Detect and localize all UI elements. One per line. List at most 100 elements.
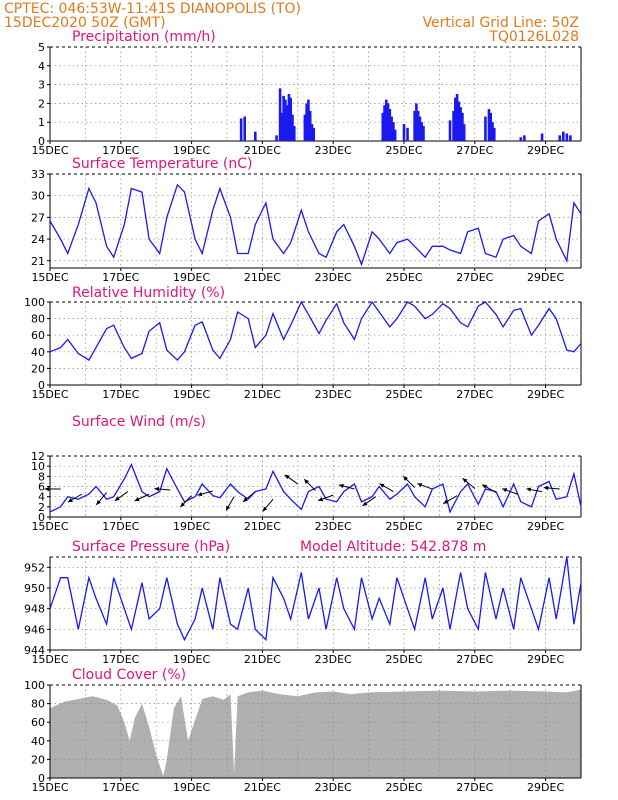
pres-ytick-label: 950	[24, 582, 45, 595]
precip-bar	[402, 124, 406, 141]
wind-vector-head	[502, 488, 508, 493]
panel-temperature: Surface Temperature (nC) 21 24 27 30 33 15DEC…	[31, 156, 582, 284]
wind-vector-head	[543, 485, 549, 491]
precip-bar	[392, 122, 395, 141]
pres-xtick-label: 19DEC	[173, 653, 210, 666]
precip-bar	[418, 116, 422, 141]
precip-xtick-label: 15DEC	[31, 144, 68, 157]
precip-xtick-label: 19DEC	[173, 144, 210, 157]
precip-bar	[388, 109, 392, 141]
wind-vector	[338, 483, 355, 490]
precip-ytick-label: 5	[38, 41, 45, 54]
precip-bar	[289, 97, 293, 141]
precip-xtick-label: 23DEC	[315, 144, 352, 157]
cloud-ytick-label: 0	[38, 772, 45, 785]
temp-xtick-label: 21DEC	[244, 271, 281, 284]
precip-bar	[448, 120, 452, 141]
precip-bar	[292, 125, 296, 141]
precip-bar	[406, 127, 409, 141]
wind-xtick-label: 21DEC	[244, 520, 281, 533]
wind-vector-head	[379, 483, 385, 488]
pres-xtick-label: 23DEC	[315, 653, 352, 666]
precip-bar	[416, 110, 420, 141]
precip-bar	[413, 110, 416, 141]
pres-xtick-label: 29DEC	[527, 653, 564, 666]
temp-xtick-label: 27DEC	[456, 271, 493, 284]
wind-vector-head	[526, 487, 532, 492]
pres-xtick-label: 21DEC	[244, 653, 281, 666]
precip-bar	[243, 116, 246, 141]
wind-xtick-label: 25DEC	[385, 520, 422, 533]
wind-ytick-label: 10	[31, 460, 45, 473]
wind-vector	[154, 486, 171, 492]
pres-xtick-label: 17DEC	[102, 653, 139, 666]
precip-xtick-label: 25DEC	[385, 144, 422, 157]
precip-bar	[305, 103, 308, 141]
precip-bar	[415, 103, 418, 141]
product-code: TQ0126L028	[488, 29, 579, 45]
temp-ytick-label: 24	[31, 233, 45, 246]
rh-xtick-label: 21DEC	[244, 388, 281, 401]
wind-vector	[526, 487, 543, 493]
wind-vector-head	[180, 502, 186, 507]
pres-ytick-label: 952	[24, 561, 45, 574]
wind-vector-head	[462, 478, 468, 483]
wind-vector	[67, 493, 83, 503]
precip-bar	[459, 107, 462, 141]
wind-xtick-label: 19DEC	[173, 520, 210, 533]
cloud-xtick-label: 17DEC	[102, 781, 139, 794]
wind-vector-head	[443, 499, 449, 504]
wind-vector-head	[197, 491, 203, 497]
temp-ytick-label: 30	[31, 190, 45, 203]
wind-vector-head	[44, 486, 50, 492]
cloud-ytick-label: 80	[31, 698, 45, 711]
wind-vector-head	[338, 483, 344, 489]
wind-vector-head	[403, 476, 409, 481]
wind-vector-head	[304, 479, 309, 484]
pressure-title: Surface Pressure (hPa)	[72, 539, 230, 555]
wind-vector-head	[243, 497, 248, 502]
wind-xtick-label: 29DEC	[527, 520, 564, 533]
precip-bar	[280, 112, 284, 141]
precip-xtick-label: 27DEC	[456, 144, 493, 157]
precip-bar	[462, 124, 466, 141]
cloud-xtick-label: 27DEC	[456, 781, 493, 794]
precip-bar	[386, 103, 390, 141]
precip-bar	[492, 127, 496, 141]
wind-vector	[543, 485, 560, 491]
cloud-ytick-label: 100	[24, 679, 45, 692]
precip-bar	[454, 97, 457, 141]
pres-ytick-label: 946	[24, 623, 45, 636]
cloud-xtick-label: 23DEC	[315, 781, 352, 794]
rh-ytick-label: 20	[31, 362, 45, 375]
precip-bar	[457, 101, 461, 141]
rh-xtick-label: 27DEC	[456, 388, 493, 401]
precip-bar	[390, 116, 393, 141]
temp-xtick-label: 17DEC	[102, 271, 139, 284]
cloud-xtick-label: 21DEC	[244, 781, 281, 794]
temp-xtick-label: 29DEC	[527, 271, 564, 284]
temp-ytick-label: 21	[31, 255, 45, 268]
wind-ytick-label: 6	[38, 481, 45, 494]
wind-ytick-label: 8	[38, 470, 45, 483]
precip-xtick-label: 29DEC	[527, 144, 564, 157]
wind-vector	[44, 486, 61, 492]
cloud-cover-title: Cloud Cover (%)	[72, 667, 186, 683]
wind-ytick-label: 4	[38, 491, 45, 504]
precip-bar	[303, 114, 307, 141]
temperature-title: Surface Temperature (nC)	[72, 156, 253, 172]
temp-ytick-label: 27	[31, 211, 45, 224]
wind-xtick-label: 17DEC	[102, 520, 139, 533]
precip-bar	[312, 127, 316, 141]
precip-bar	[393, 129, 397, 141]
panel-humidity: Relative Humidity (%) 0 20 40 60 80 100 15DEC 1…	[24, 285, 582, 401]
panel-pressure: Surface Pressure (hPa) Model Altitude: 5…	[24, 539, 582, 666]
precip-bar	[461, 112, 464, 141]
precip-bar	[278, 88, 282, 141]
precip-bar	[310, 124, 314, 141]
precip-bar	[308, 110, 312, 141]
wind-vector	[502, 488, 518, 495]
precip-bar	[489, 112, 493, 141]
